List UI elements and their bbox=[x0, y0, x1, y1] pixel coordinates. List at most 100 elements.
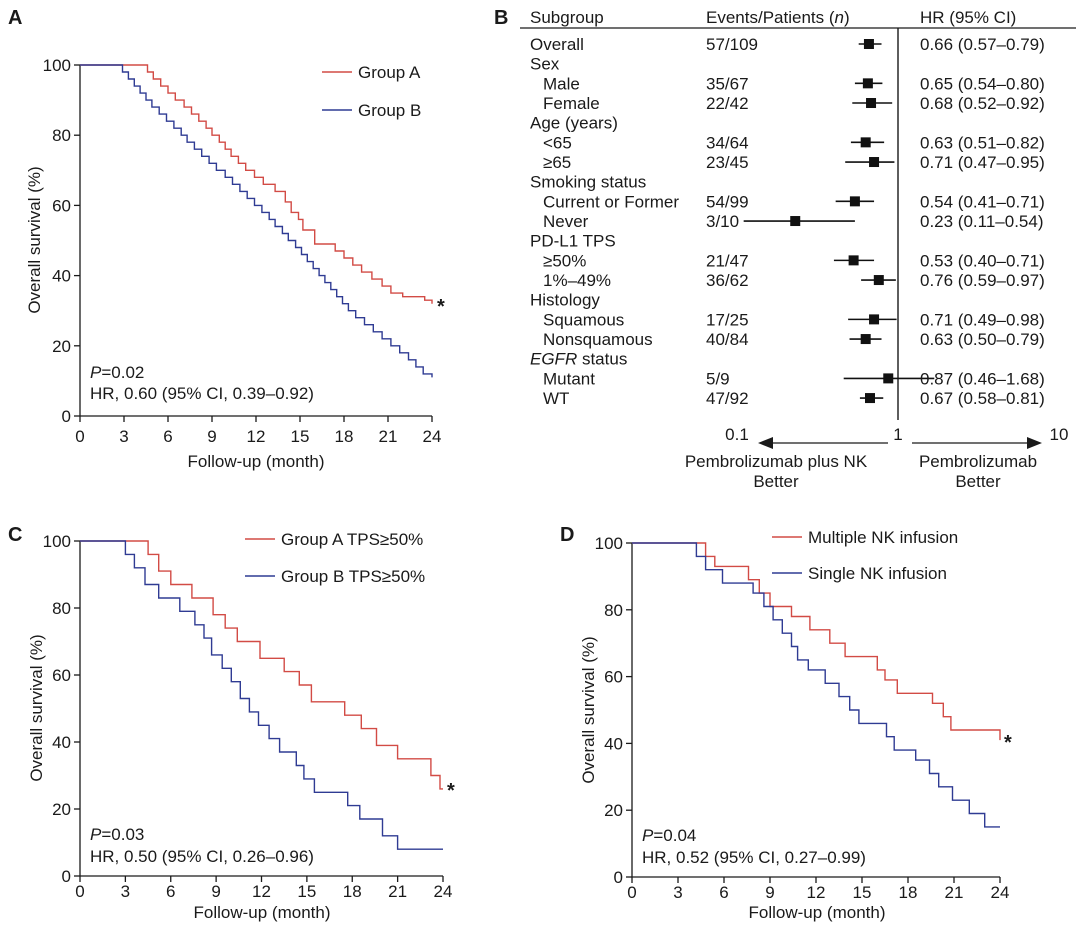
events-header-n: n bbox=[835, 8, 844, 27]
x-tick-label: 15 bbox=[853, 883, 872, 902]
y-tick-label: 0 bbox=[614, 868, 623, 887]
x-tick-label: 3 bbox=[121, 882, 130, 901]
forest-group-label: Age (years) bbox=[530, 114, 618, 133]
forest-row-label: Nonsquamous bbox=[543, 330, 653, 349]
p-value-annotation-d: P=0.04 bbox=[642, 826, 696, 845]
forest-row-label: Male bbox=[543, 74, 580, 93]
plot-area-d: 0 20 40 60 80 100 0 3 6 9 12 15 18 21 24 bbox=[595, 534, 1010, 902]
forest-row-hr: 0.65 (0.54–0.80) bbox=[920, 74, 1045, 93]
forest-group-label: EGFR status bbox=[530, 350, 627, 369]
p-symbol: P bbox=[90, 363, 102, 382]
forest-row-hr: 0.54 (0.41–0.71) bbox=[920, 192, 1045, 211]
forest-row-hr: 0.67 (0.58–0.81) bbox=[920, 389, 1045, 408]
y-tick-label: 80 bbox=[604, 601, 623, 620]
significance-marker-a: * bbox=[437, 296, 445, 318]
forest-hr-marker bbox=[869, 314, 880, 325]
forest-row-label: ≥50% bbox=[543, 251, 586, 270]
direction-label-right-line2: Better bbox=[955, 472, 1001, 491]
forest-row-events: 21/47 bbox=[706, 251, 749, 270]
x-tick-label: 6 bbox=[163, 427, 172, 446]
panel-label-d: D bbox=[560, 524, 574, 546]
plot-area-c: 0 20 40 60 80 100 0 3 6 9 12 15 18 21 24 bbox=[43, 532, 453, 901]
forest-hr-marker bbox=[848, 255, 859, 266]
forest-row-label: Female bbox=[543, 94, 600, 113]
forest-row-label: ≥65 bbox=[543, 153, 571, 172]
y-tick-label: 60 bbox=[604, 668, 623, 687]
legend-label-group-a-tps: Group A TPS≥50% bbox=[281, 530, 423, 549]
y-tick-label: 80 bbox=[52, 599, 71, 618]
x-tick-label: 0 bbox=[75, 882, 84, 901]
panel-a-survival-chart: A Overall survival (%) Follow-up (month)… bbox=[8, 7, 445, 471]
forest-hr-marker bbox=[873, 275, 884, 286]
forest-row-hr: 0.23 (0.11–0.54) bbox=[920, 212, 1044, 231]
forest-row-label: WT bbox=[543, 389, 569, 408]
survival-curve-group-a bbox=[80, 64, 433, 304]
p-value-annotation-a: P=0.02 bbox=[90, 363, 144, 382]
survival-curve-multiple-nk-infusion bbox=[632, 542, 1001, 741]
x-axis-label-d: Follow-up (month) bbox=[749, 903, 886, 922]
y-tick-label: 20 bbox=[52, 800, 71, 819]
forest-row-label: Never bbox=[543, 212, 589, 231]
survival-curve-group-b-tps-50 bbox=[80, 540, 443, 850]
direction-label-left-line2: Better bbox=[753, 472, 799, 491]
y-axis-label-a: Overall survival (%) bbox=[25, 166, 44, 313]
panel-d-survival-chart: D Overall survival (%) Follow-up (month)… bbox=[560, 524, 1012, 922]
panel-label-b: B bbox=[494, 7, 508, 29]
forest-hr-marker bbox=[862, 78, 873, 89]
forest-hr-marker bbox=[866, 98, 877, 109]
p-symbol: P bbox=[90, 825, 102, 844]
hazard-ratio-annotation-d: HR, 0.52 (95% CI, 0.27–0.99) bbox=[642, 848, 866, 867]
column-header-hr: HR (95% CI) bbox=[920, 8, 1016, 27]
forest-row-events: 35/67 bbox=[706, 74, 749, 93]
forest-row-hr: 0.63 (0.50–0.79) bbox=[920, 330, 1045, 349]
y-tick-label: 40 bbox=[604, 734, 623, 753]
legend-label-group-b: Group B bbox=[358, 101, 421, 120]
y-tick-label: 40 bbox=[52, 267, 71, 286]
right-arrow-head-icon bbox=[1027, 437, 1042, 449]
y-tick-label: 100 bbox=[43, 56, 71, 75]
x-tick-label: 3 bbox=[119, 427, 128, 446]
x-tick-label: 0 bbox=[75, 427, 84, 446]
forest-plot-area: 0.1 1 10 Overall 57/109 0.66 (0.57–0.79) SexMa… bbox=[530, 28, 1068, 444]
forest-row-hr: 0.53 (0.40–0.71) bbox=[920, 251, 1045, 270]
x-tick-label: 12 bbox=[252, 882, 271, 901]
direction-arrows bbox=[758, 437, 1042, 449]
y-tick-label: 40 bbox=[52, 733, 71, 752]
forest-hr-marker bbox=[869, 157, 880, 168]
forest-row-hr: 0.63 (0.51–0.82) bbox=[920, 133, 1045, 152]
hazard-ratio-annotation-a: HR, 0.60 (95% CI, 0.39–0.92) bbox=[90, 384, 314, 403]
p-value: =0.03 bbox=[101, 825, 144, 844]
forest-group-label: Smoking status bbox=[530, 173, 646, 192]
forest-row-events: 17/25 bbox=[706, 310, 749, 329]
left-arrow-head-icon bbox=[758, 437, 773, 449]
forest-hr-marker bbox=[864, 393, 875, 404]
x-tick-label: 12 bbox=[247, 427, 266, 446]
x-tick-label: 24 bbox=[423, 427, 442, 446]
x-tick-label: 24 bbox=[434, 882, 453, 901]
x-tick-label: 21 bbox=[945, 883, 964, 902]
forest-row-label: Squamous bbox=[543, 310, 624, 329]
forest-row-events: 36/62 bbox=[706, 271, 749, 290]
forest-row-label: <65 bbox=[543, 133, 572, 152]
forest-group-label: Sex bbox=[530, 55, 560, 74]
forest-hr-marker bbox=[860, 137, 871, 148]
p-value: =0.02 bbox=[101, 363, 144, 382]
forest-group-label-rest: status bbox=[577, 350, 627, 369]
events-header-prefix: Events/Patients ( bbox=[706, 8, 835, 27]
x-tick-label: 21 bbox=[379, 427, 398, 446]
legend-label-single-nk: Single NK infusion bbox=[808, 564, 947, 583]
y-tick-label: 80 bbox=[52, 126, 71, 145]
column-header-events: Events/Patients (n) bbox=[706, 8, 850, 27]
significance-marker-c: * bbox=[447, 780, 455, 802]
forest-row-hr: 0.68 (0.52–0.92) bbox=[920, 94, 1045, 113]
legend-a: Group A Group B bbox=[322, 63, 421, 120]
forest-row-label: Overall bbox=[530, 35, 584, 54]
x-tick-label: 18 bbox=[899, 883, 918, 902]
x-axis-label-c: Follow-up (month) bbox=[194, 903, 331, 922]
forest-hr-marker bbox=[860, 334, 871, 345]
x-tick-label: 9 bbox=[211, 882, 220, 901]
p-value-annotation-c: P=0.03 bbox=[90, 825, 144, 844]
hr-axis-tick-label: 10 bbox=[1050, 425, 1069, 444]
x-tick-label: 12 bbox=[807, 883, 826, 902]
